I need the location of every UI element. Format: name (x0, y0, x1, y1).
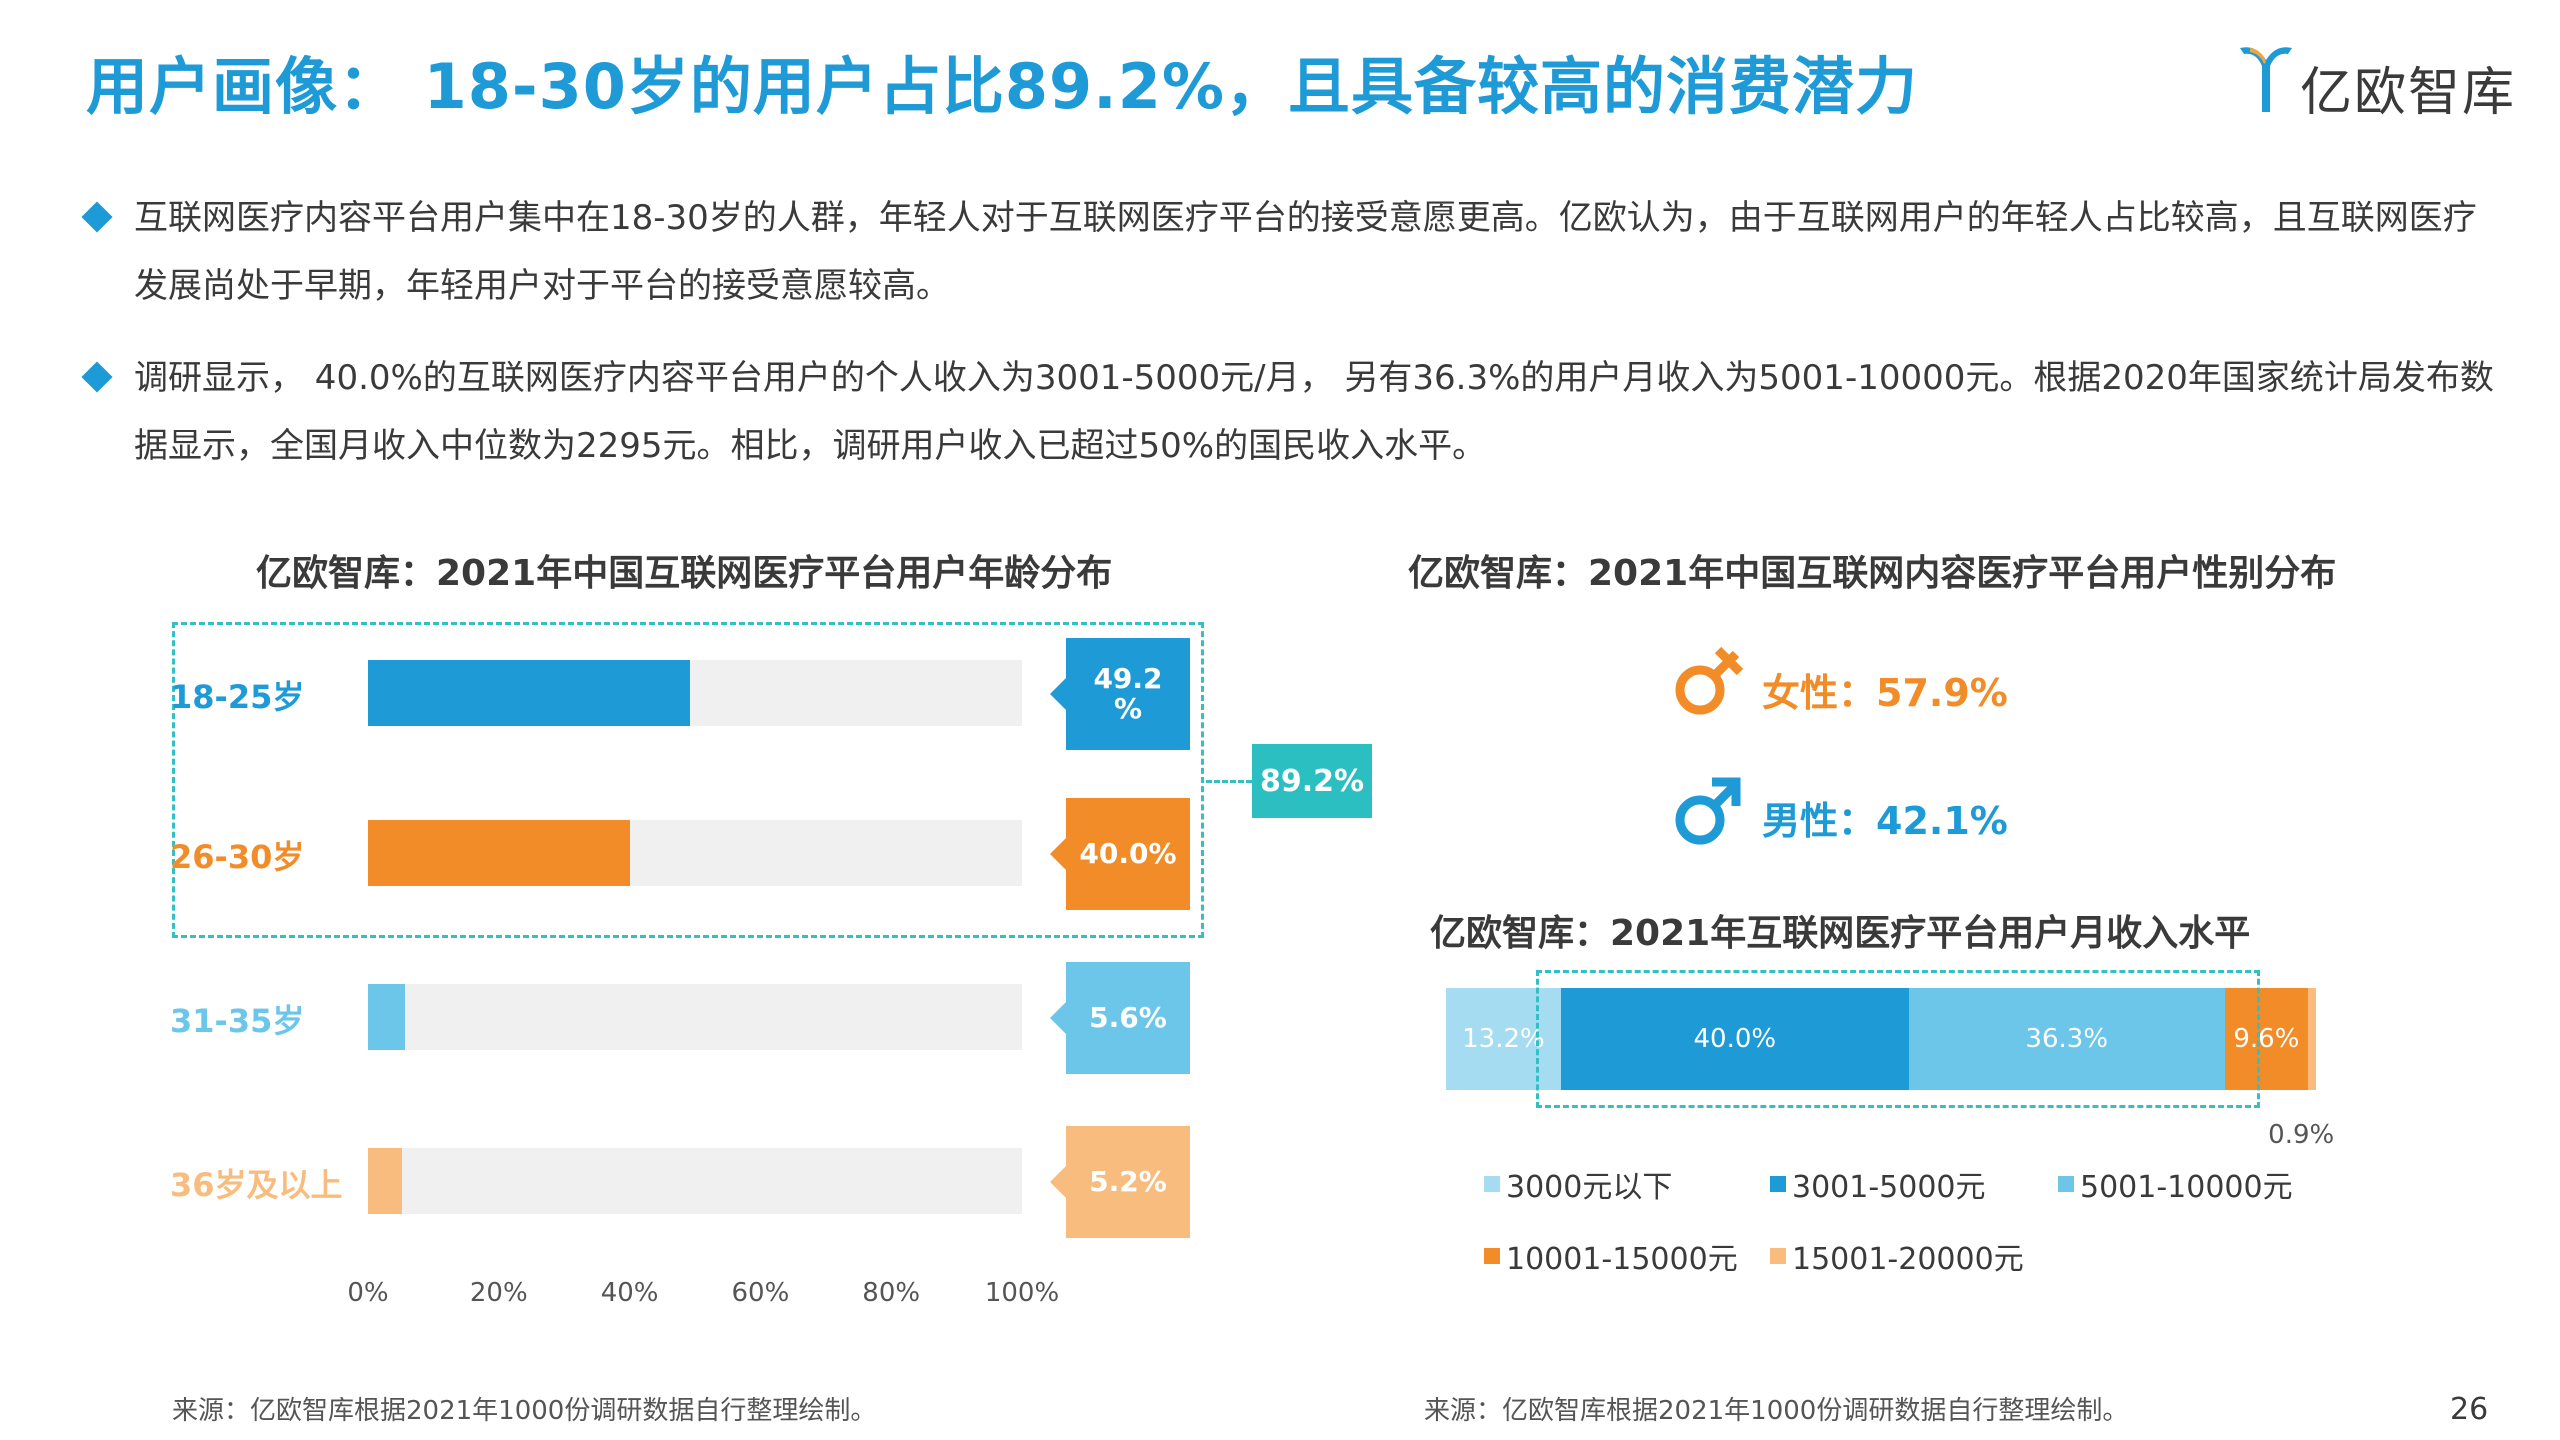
logo-text: 亿欧智库 (2300, 63, 2517, 123)
legend-label: 15001-20000元 (1792, 1242, 2024, 1277)
female-share: 女性：57.9% (1762, 671, 2008, 715)
bar-track (368, 984, 1022, 1050)
age-bar (368, 1148, 402, 1214)
x-tick-label: 80% (862, 1278, 921, 1308)
legend-item: 10001-15000元 (1484, 1234, 1738, 1278)
source-note-right: 来源：亿欧智库根据2021年1000份调研数据自行整理绘制。 (1424, 1396, 2129, 1426)
income-value-label: 13.2% (1462, 1024, 1545, 1054)
age-bar (368, 820, 630, 886)
legend-item: 15001-20000元 (1770, 1234, 2024, 1278)
bullet-2: 调研显示， 40.0%的互联网医疗内容平台用户的个人收入为3001-5000元/… (81, 344, 2506, 480)
income-value-label: 9.6% (2233, 1024, 2300, 1054)
gender-chart-title: 亿欧智库：2021年中国互联网内容医疗平台用户性别分布 (1408, 553, 2337, 594)
income-chart-title: 亿欧智库：2021年互联网医疗平台用户月收入水平 (1430, 913, 2251, 954)
page-title: 用户画像： 18-30岁的用户占比89.2%，且具备较高的消费潜力 (86, 50, 1918, 123)
income-segment (1560, 988, 1909, 1090)
female-symbol-icon (1675, 646, 1744, 715)
age-value-label: 5.2% (1050, 1126, 1190, 1238)
legend-swatch (1770, 1248, 1786, 1264)
legend-label: 10001-15000元 (1506, 1242, 1738, 1277)
income-segment (1446, 988, 1561, 1090)
callout-connector (1206, 780, 1252, 783)
age-category-label: 36岁及以上 (170, 1166, 343, 1204)
age-category-label: 26-30岁 (170, 838, 305, 876)
diamond-bullet-icon (81, 361, 113, 393)
legend-swatch (1484, 1248, 1500, 1264)
legend-swatch (1484, 1176, 1500, 1192)
income-value-label: 36.3% (2025, 1024, 2109, 1054)
age-value-label: 49.2 % (1050, 638, 1190, 750)
x-tick-label: 100% (984, 1278, 1060, 1308)
age-chart-title: 亿欧智库：2021年中国互联网医疗平台用户年龄分布 (256, 553, 1113, 594)
legend-label: 3001-5000元 (1792, 1170, 1986, 1205)
bullet-1: 互联网医疗内容平台用户集中在18-30岁的人群，年轻人对于互联网医疗平台的接受意… (81, 184, 2506, 320)
highlight-box (172, 622, 1204, 938)
source-note-left: 来源：亿欧智库根据2021年1000份调研数据自行整理绘制。 (172, 1396, 877, 1426)
x-tick-label: 60% (731, 1278, 790, 1308)
age-category-label: 18-25岁 (170, 678, 305, 716)
x-tick-label: 40% (600, 1278, 659, 1308)
legend-swatch (2058, 1176, 2074, 1192)
age-bar (368, 984, 405, 1050)
age-value-label: 5.6% (1050, 962, 1190, 1074)
income-highlight-box (1536, 970, 2260, 1108)
legend-swatch (1770, 1176, 1786, 1192)
diamond-bullet-icon (81, 201, 113, 233)
age-bar (368, 660, 690, 726)
income-value-label: 0.9% (2268, 1120, 2335, 1150)
highlight-callout: 89.2% (1252, 744, 1372, 818)
income-segment (1908, 988, 2225, 1090)
logo-mark-icon (2240, 47, 2292, 113)
age-category-label: 31-35岁 (170, 1002, 305, 1040)
bar-track (368, 1148, 1022, 1214)
legend-label: 3000元以下 (1506, 1170, 1673, 1205)
page-number: 26 (2450, 1392, 2489, 1427)
age-value-label: 40.0% (1050, 798, 1190, 910)
x-tick-label: 20% (469, 1278, 528, 1308)
legend-item: 3000元以下 (1484, 1162, 1672, 1206)
male-symbol-icon (1675, 777, 1741, 845)
legend-item: 3001-5000元 (1770, 1162, 1986, 1206)
male-share: 男性：42.1% (1762, 799, 2008, 843)
x-tick-label: 0% (347, 1278, 389, 1308)
income-segment (2224, 988, 2309, 1090)
income-value-label: 40.0% (1693, 1024, 1777, 1054)
legend-label: 5001-10000元 (2080, 1170, 2293, 1205)
income-segment (2308, 988, 2316, 1090)
legend-item: 5001-10000元 (2058, 1162, 2293, 1206)
